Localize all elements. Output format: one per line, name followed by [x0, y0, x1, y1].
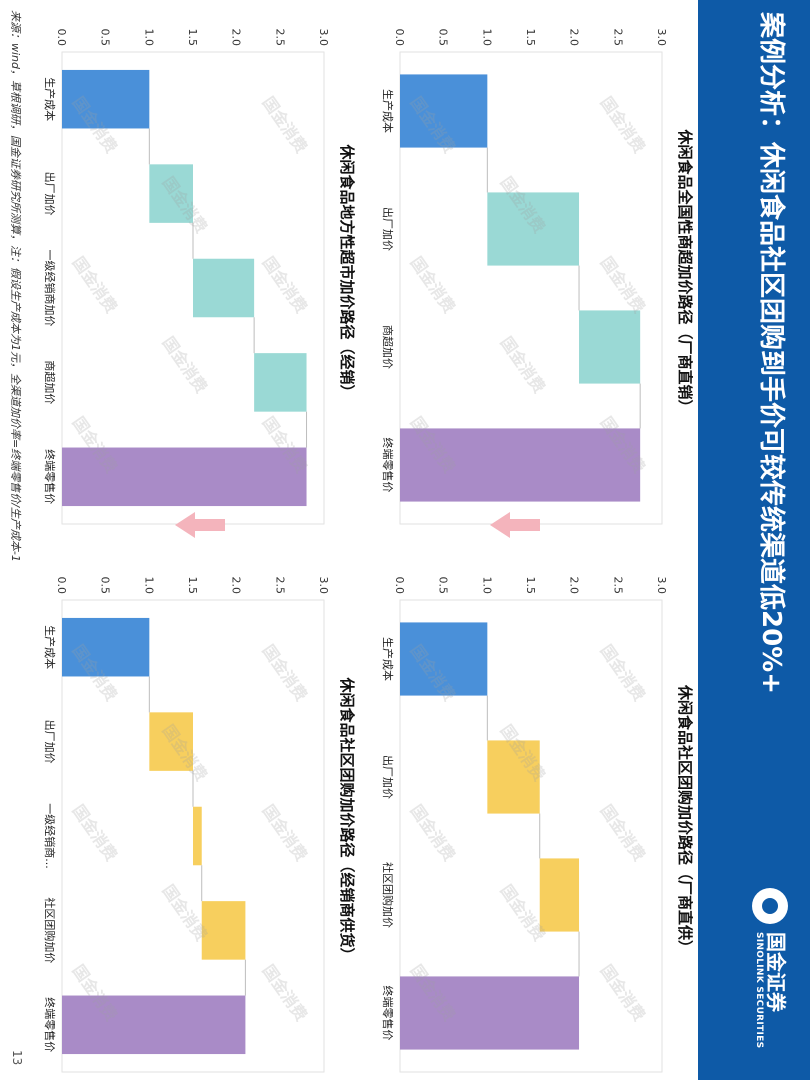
bar [487, 740, 540, 814]
plot-frame [399, 599, 663, 1073]
title-bar: 案例分析：休闲食品社区团购到手价可较传统渠道低20%+ 国金证券 SINOLIN… [698, 0, 810, 1080]
bar [61, 447, 307, 507]
y-tick-label: 2.0 [568, 29, 581, 47]
y-tick-label: 1.5 [524, 577, 537, 595]
y-tick-label: 0.5 [437, 577, 450, 595]
y-tick-label: 3.0 [317, 29, 330, 47]
y-tick-label: 0.0 [55, 577, 68, 595]
company-logo: 国金证券 SINOLINK SECURITIES [742, 888, 792, 1073]
chart-national-supermarket: 休闲食品全国性商超加价路径（厂商直销） 0.0 0.5 1.0 1.5 2.0 2.5 3.… [366, 12, 696, 532]
chart-groupbuy-distributor: 休闲食品社区团购加价路径（经销商供货） 0.0 0.5 1.0 1.5 2.0 2.5 3.… [28, 560, 358, 1080]
bar [579, 310, 641, 384]
y-tick-label: 2.0 [230, 577, 243, 595]
bar [539, 858, 580, 932]
x-tick-label: 终端零售价 [43, 449, 57, 504]
page-title: 案例分析：休闲食品社区团购到手价可较传统渠道低20%+ [756, 12, 786, 695]
y-tick-label: 1.5 [524, 29, 537, 47]
logo-text-cn: 国金证券 [764, 932, 788, 1012]
y-tick-label: 0.5 [99, 577, 112, 595]
y-tick-label: 1.0 [480, 577, 493, 595]
x-tick-label: 终端零售价 [43, 997, 57, 1052]
logo-text-en: SINOLINK SECURITIES [754, 932, 764, 1049]
y-tick-label: 1.5 [186, 577, 199, 595]
y-tick-label: 1.0 [480, 29, 493, 47]
bar [399, 428, 641, 502]
bar [399, 622, 488, 696]
y-tick-label: 3.0 [655, 577, 668, 595]
bar [61, 69, 150, 129]
x-tick-label: 生产成本 [43, 77, 57, 121]
y-tick-label: 3.0 [655, 29, 668, 47]
x-tick-label: 出厂加价 [381, 755, 395, 799]
x-tick-label: 终端零售价 [381, 986, 395, 1041]
bar [61, 617, 150, 677]
bar [192, 258, 255, 318]
arrow-down-icon [175, 512, 225, 538]
x-tick-label: 出厂加价 [43, 720, 57, 764]
x-tick-label: 商超加价 [381, 325, 395, 369]
bar [399, 74, 488, 148]
y-tick-label: 2.5 [273, 577, 286, 595]
x-tick-label: 社区团购加价 [43, 897, 57, 963]
bar [62, 995, 246, 1055]
y-tick-label: 1.0 [142, 577, 155, 595]
bar [149, 164, 193, 223]
x-tick-label: 社区团购加价 [381, 862, 395, 928]
x-tick-label: 出厂加价 [43, 172, 57, 216]
source-note: 来源：wind，草根调研，国金证券研究所测算，注：假设生产成本为1元，全渠道加价… [9, 10, 22, 562]
y-tick-label: 0.5 [99, 29, 112, 47]
x-tick-label: 一级经销商加价 [43, 250, 57, 327]
y-tick-label: 0.0 [393, 29, 406, 47]
y-tick-label: 0.0 [393, 577, 406, 595]
y-tick-label: 2.5 [611, 577, 624, 595]
x-tick-label: 一级经销商... [43, 803, 57, 869]
arrow-down-icon [490, 512, 540, 538]
y-tick-label: 2.0 [568, 577, 581, 595]
x-tick-label: 商超加价 [43, 360, 57, 404]
x-tick-label: 生产成本 [43, 625, 57, 669]
bar [254, 353, 307, 412]
bar [149, 712, 193, 771]
x-tick-label: 终端零售价 [381, 438, 395, 493]
bar [487, 192, 580, 266]
y-tick-label: 2.5 [273, 29, 286, 47]
chart-groupbuy-direct: 休闲食品社区团购加价路径（厂商直供） 0.0 0.5 1.0 1.5 2.0 2.5 3.0… [366, 560, 696, 1080]
chart-local-supermarket: 休闲食品地方性超市加价路径（经销） 0.0 0.5 1.0 1.5 2.0 2.5 3.0 生… [28, 12, 358, 532]
y-tick-label: 3.0 [317, 577, 330, 595]
y-tick-label: 0.0 [55, 29, 68, 47]
plot-frame [61, 599, 325, 1073]
page-number: 13 [10, 1050, 24, 1066]
logo-mark-icon [752, 888, 788, 924]
y-tick-label: 2.5 [611, 29, 624, 47]
bar [193, 806, 202, 866]
y-tick-label: 2.0 [230, 29, 243, 47]
y-tick-label: 1.5 [186, 29, 199, 47]
bar [399, 976, 580, 1050]
x-tick-label: 生产成本 [381, 89, 395, 133]
bar [201, 901, 246, 960]
chart-plot: 0.0 0.5 1.0 1.5 2.0 2.5 3.0 生产成本出厂加价一级经销商加价商超加价… [43, 29, 330, 525]
x-tick-label: 生产成本 [381, 637, 395, 681]
y-tick-label: 0.5 [437, 29, 450, 47]
x-tick-label: 出厂加价 [381, 207, 395, 251]
y-tick-label: 1.0 [142, 29, 155, 47]
